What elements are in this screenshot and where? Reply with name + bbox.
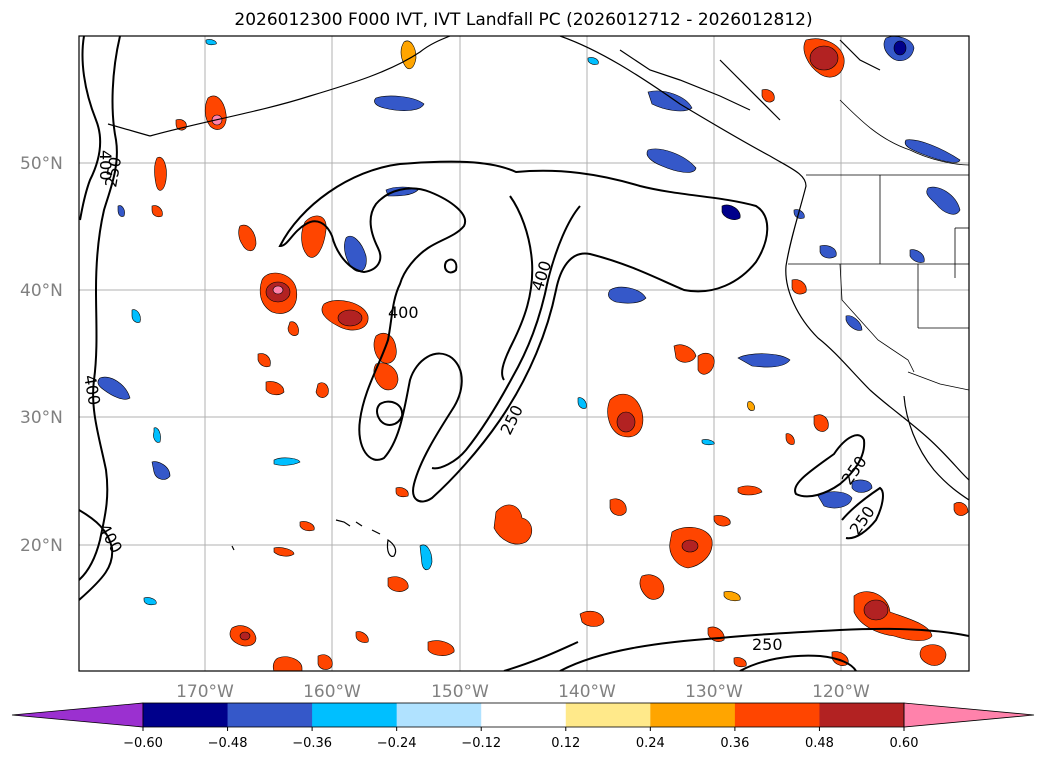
- colorbar-outline: [142, 702, 905, 728]
- longitude-labels: 170°W 160°W 150°W 140°W 130°W 120°W: [176, 682, 870, 702]
- lat-label: 30°N: [20, 408, 63, 428]
- colorbar-segment: [650, 703, 736, 727]
- contour-label: 250: [752, 635, 783, 654]
- colorbar-segment: [481, 703, 567, 727]
- positive-pc-areas: [151, 38, 969, 671]
- colorbar: −0.60 −0.48 −0.36 −0.24 −0.12 0.12 0.24 0.36 0.4…: [11, 702, 1035, 751]
- map-title: 2026012300 F000 IVT, IVT Landfall PC (20…: [234, 10, 813, 30]
- colorbar-segment: [312, 703, 398, 727]
- lat-label: 40°N: [20, 281, 63, 301]
- colorbar-tick-label: −0.36: [292, 736, 332, 751]
- lon-label: 130°W: [685, 682, 743, 702]
- lat-label: 50°N: [20, 154, 63, 174]
- colorbar-segment: [734, 703, 820, 727]
- colorbar-tick-label: −0.24: [377, 736, 417, 751]
- latitude-labels: 50°N 40°N 30°N 20°N: [20, 154, 63, 556]
- hawaiian-islands: [231, 519, 397, 557]
- colorbar-tick-label: 0.24: [636, 736, 665, 751]
- coastlines: [107, 36, 969, 501]
- colorbar-tick-label: 0.12: [551, 736, 580, 751]
- colorbar-segment: [565, 703, 651, 727]
- colorbar-segment: [819, 703, 905, 727]
- lon-label: 170°W: [176, 682, 234, 702]
- colorbar-tick-label: −0.12: [461, 736, 501, 751]
- lon-label: 150°W: [431, 682, 489, 702]
- state-boundaries: [788, 99, 969, 391]
- colorbar-tick-label: −0.48: [208, 736, 248, 751]
- map-frame: [78, 35, 970, 672]
- negative-pc-areas: [97, 36, 961, 606]
- lat-label: 20°N: [20, 536, 63, 556]
- colorbar-tick-label: 0.60: [890, 736, 919, 751]
- colorbar-segment: [396, 703, 482, 727]
- ivt-contours: [79, 36, 969, 671]
- lon-label: 140°W: [558, 682, 616, 702]
- colorbar-segment: [143, 703, 229, 727]
- colorbar-tick-label: 0.36: [720, 736, 749, 751]
- colorbar-tick-label: 0.48: [805, 736, 834, 751]
- colorbar-segment: [227, 703, 313, 727]
- contour-label: 400: [96, 150, 115, 181]
- lon-label: 120°W: [812, 682, 870, 702]
- colorbar-extend-low: [11, 702, 144, 728]
- colorbar-extend-high: [903, 702, 1035, 728]
- colorbar-tick-label: −0.60: [123, 736, 163, 751]
- graticule: [79, 36, 969, 671]
- lon-label: 160°W: [303, 682, 361, 702]
- contour-label: 400: [388, 303, 419, 322]
